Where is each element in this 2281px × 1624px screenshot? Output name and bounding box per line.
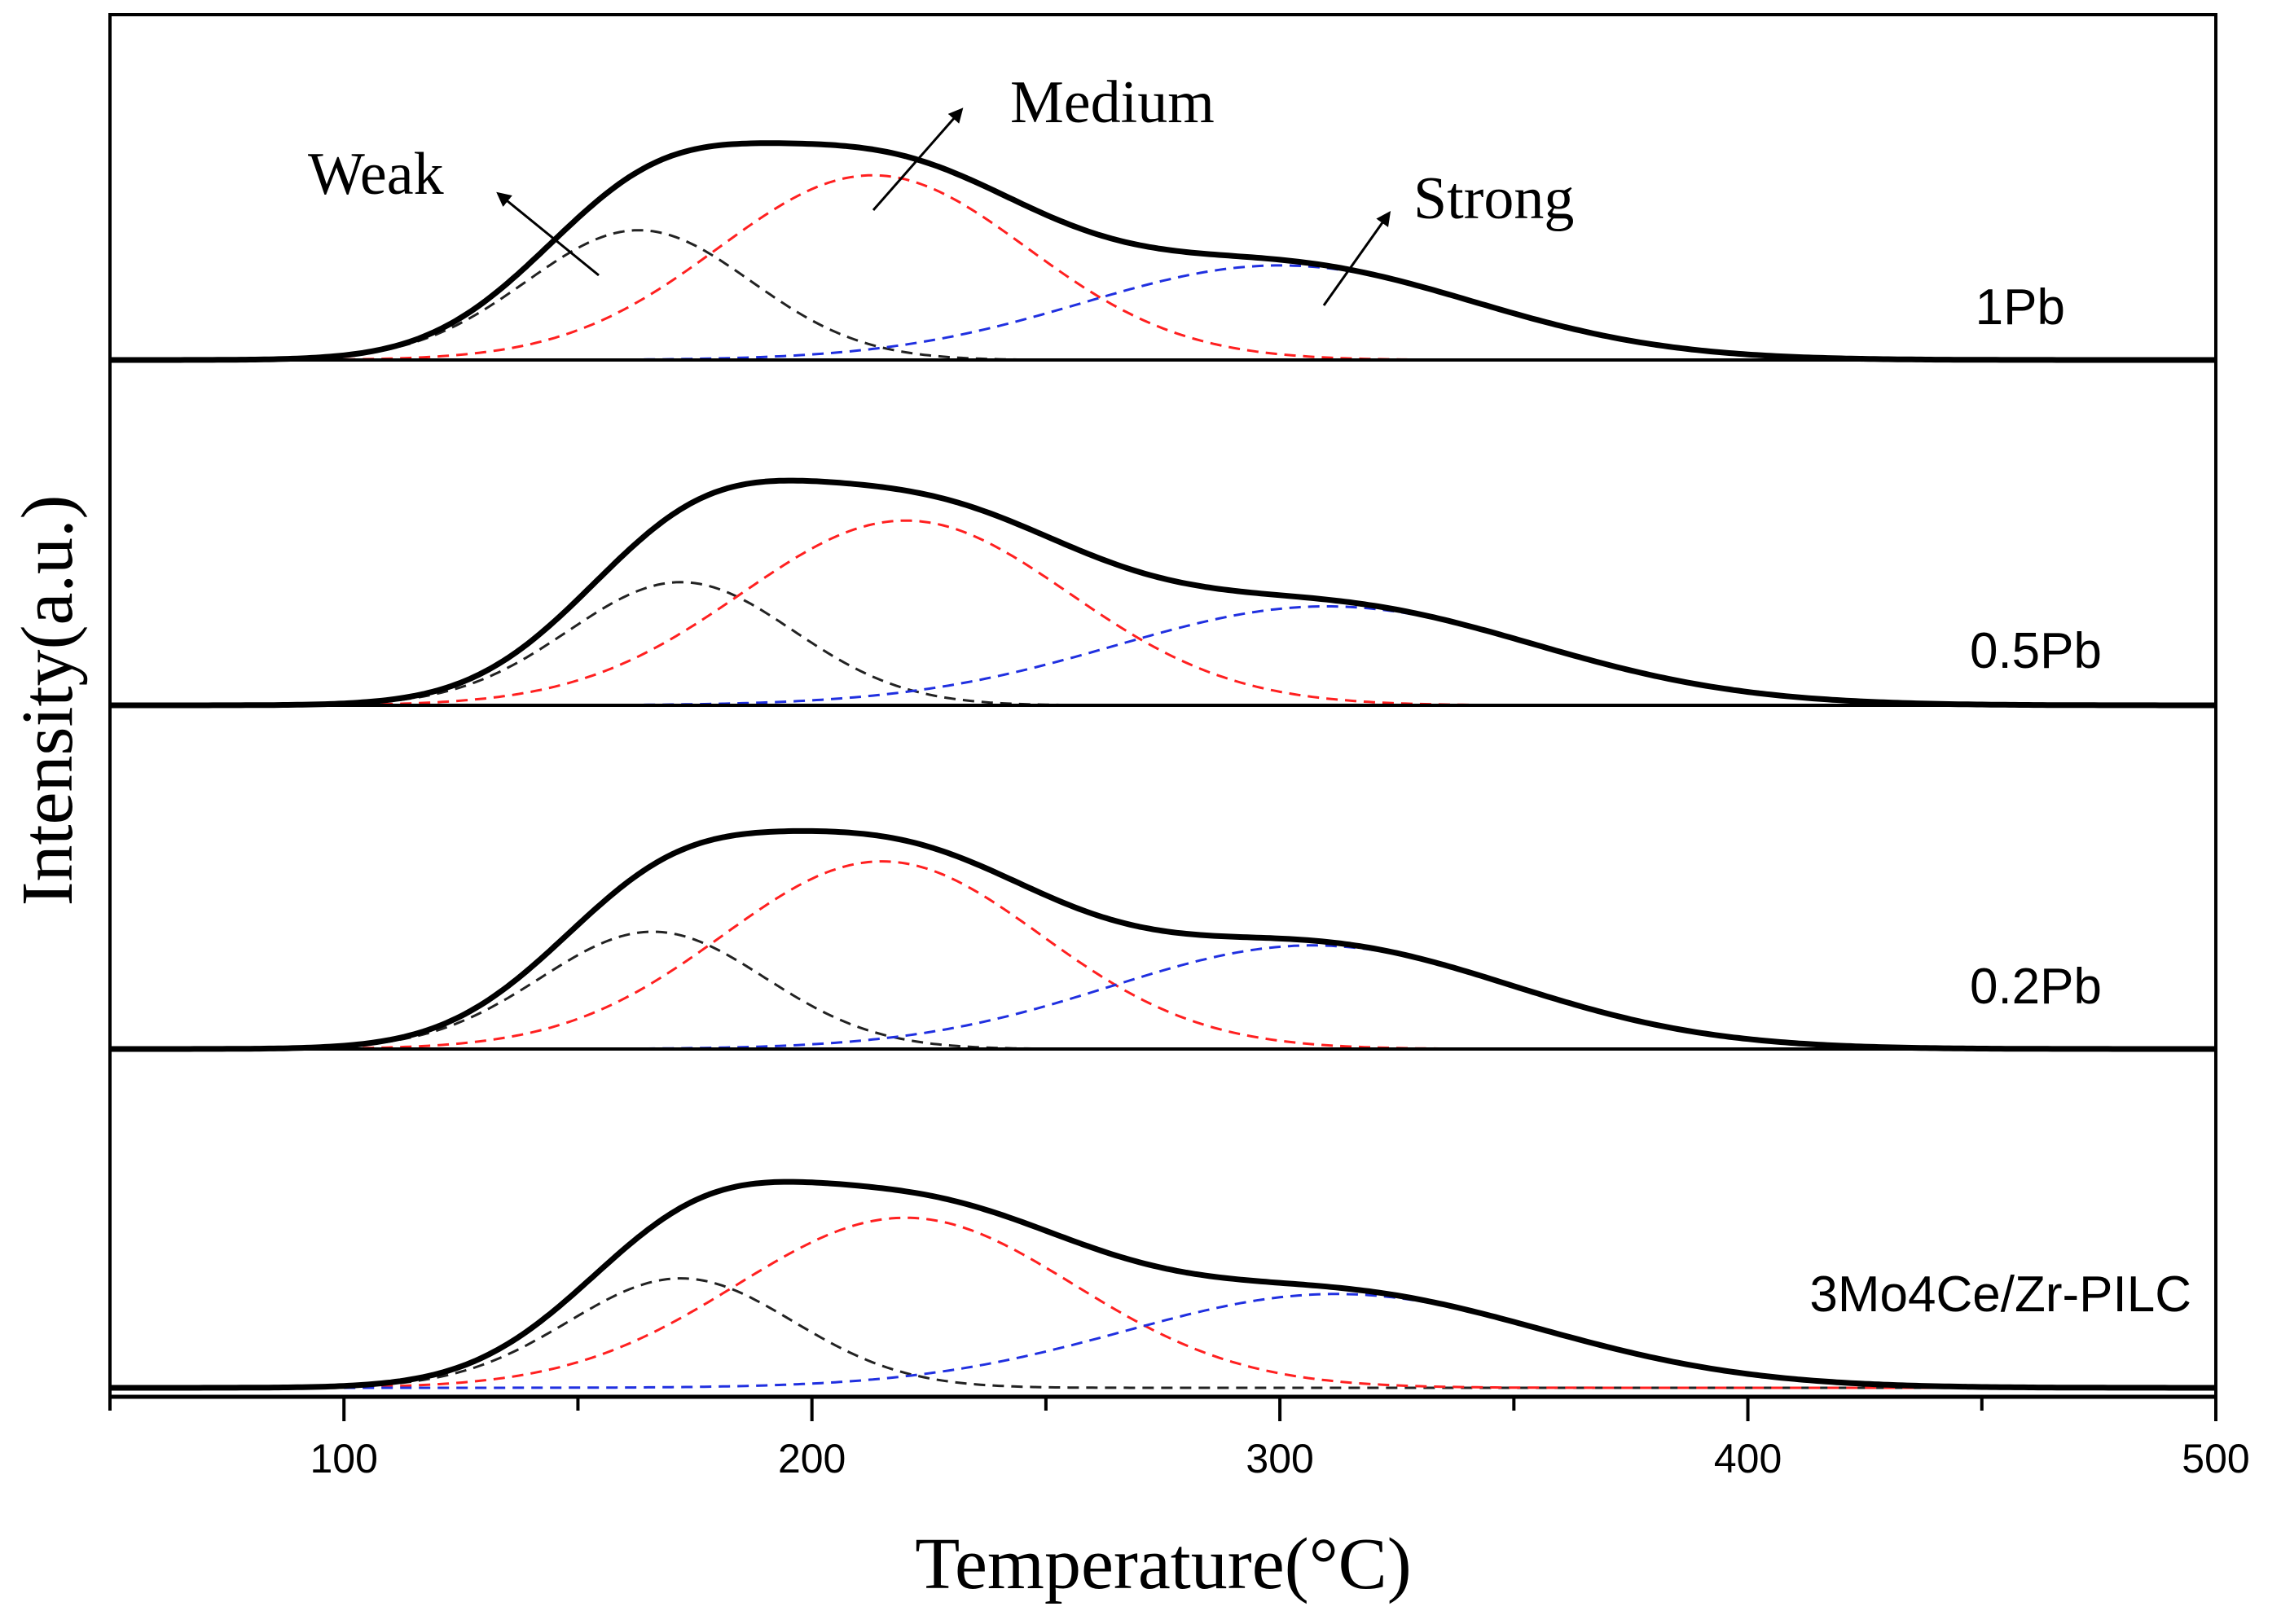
x-tick-label-100: 100 <box>310 1436 378 1481</box>
annotation-medium: Medium <box>1010 69 1215 136</box>
panel-separators <box>110 358 2216 1051</box>
annotation-arrow-weak <box>496 191 600 277</box>
annotation-strong: Strong <box>1413 165 1574 232</box>
x-tick-label-200: 200 <box>778 1436 846 1481</box>
axes-layer: 100 200 300 400 500 <box>108 13 2250 1481</box>
series-total-1 <box>110 477 2216 709</box>
series-total-3 <box>110 1178 2216 1391</box>
series-strong-3 <box>344 1293 1982 1389</box>
annotation-arrow-medium <box>872 108 964 211</box>
sample-label-1: 0.5Pb <box>1970 623 2102 679</box>
x-tick-label-300: 300 <box>1246 1436 1313 1481</box>
y-axis-label: Intensity(a.u.) <box>7 495 88 906</box>
sample-label-3: 3Mo4Ce/Zr-PILC <box>1809 1266 2191 1323</box>
sample-labels: 1Pb 0.5Pb 0.2Pb 3Mo4Ce/Zr-PILC <box>1809 279 2191 1323</box>
x-tick-label-500: 500 <box>2182 1436 2249 1481</box>
annotation-weak: Weak <box>308 141 444 208</box>
sample-label-0: 1Pb <box>1976 279 2065 336</box>
series-medium-0 <box>344 173 1982 362</box>
x-tick-label-400: 400 <box>1714 1436 1782 1481</box>
series-medium-3 <box>344 1216 1982 1389</box>
series-weak-3 <box>344 1277 1982 1389</box>
series-medium-2 <box>344 860 1982 1051</box>
annotations-layer: Weak Medium Strong <box>308 69 1574 306</box>
series-total-2 <box>110 827 2216 1052</box>
sample-label-2: 0.2Pb <box>1970 959 2102 1015</box>
x-ticks: 100 200 300 400 500 <box>108 1397 2250 1481</box>
x-axis-label: Temperature(°C) <box>915 1524 1411 1604</box>
annotation-arrow-strong <box>1322 211 1391 306</box>
